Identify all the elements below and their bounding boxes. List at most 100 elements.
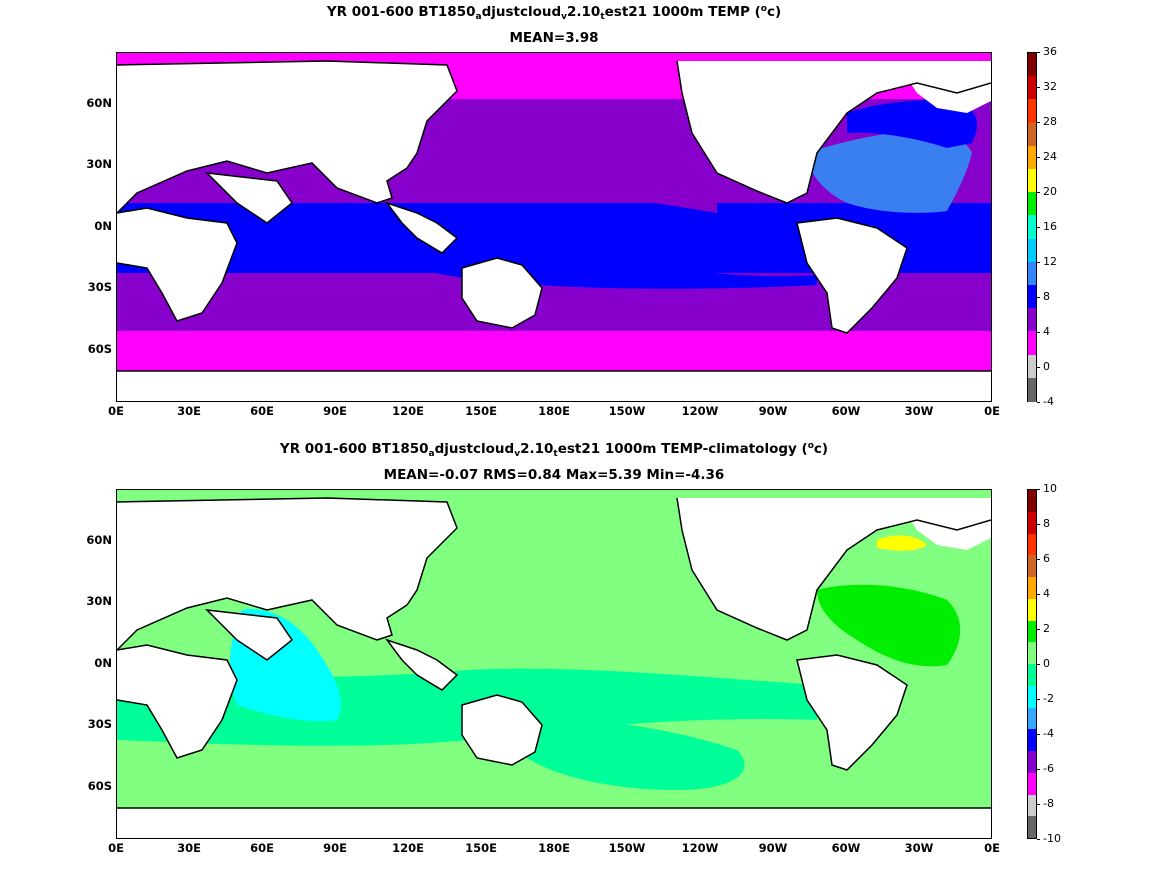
pacific-south-cool bbox=[517, 719, 745, 790]
colorbar-tick bbox=[1037, 804, 1040, 805]
colorbar-segment bbox=[1028, 354, 1036, 379]
land-antarctica bbox=[117, 371, 991, 401]
colorbar-label: 36 bbox=[1043, 45, 1057, 58]
panel1-ytick-60n: 60N bbox=[86, 96, 112, 110]
colorbar-label: 28 bbox=[1043, 115, 1057, 128]
land-arabia-india bbox=[207, 173, 292, 223]
panel1-xtick: 90W bbox=[758, 404, 788, 418]
panel1-xtick: 180E bbox=[538, 404, 570, 418]
land-africa-2 bbox=[117, 645, 237, 758]
colorbar-label: 24 bbox=[1043, 150, 1057, 163]
land-australia bbox=[462, 258, 542, 328]
north-atlantic-warm bbox=[807, 130, 972, 213]
colorbar-tick bbox=[1037, 629, 1040, 630]
colorbar-tick bbox=[1037, 297, 1040, 298]
colorbar-segment bbox=[1028, 816, 1036, 839]
colorbar-segment bbox=[1028, 308, 1036, 333]
coast-arabia-india bbox=[204, 172, 294, 224]
panel1-xtick: 60W bbox=[831, 404, 861, 418]
coastlines-2 bbox=[117, 497, 991, 809]
panel1-xtick: 150W bbox=[608, 404, 646, 418]
colorbar-label: 20 bbox=[1043, 185, 1057, 198]
colorbar-label: -4 bbox=[1043, 727, 1054, 740]
colorbar-tick bbox=[1037, 699, 1040, 700]
colorbar-tick bbox=[1037, 227, 1040, 228]
colorbar-segment bbox=[1028, 772, 1036, 795]
labrador-warm bbox=[877, 535, 927, 551]
colorbar-segment bbox=[1028, 685, 1036, 708]
colorbar-tick bbox=[1037, 559, 1040, 560]
coast-north-america bbox=[676, 60, 991, 204]
land-south-america-2 bbox=[797, 655, 907, 770]
panel2-xtick: 30E bbox=[177, 841, 201, 855]
colorbar-segment bbox=[1028, 331, 1036, 356]
land-europe-asia bbox=[117, 61, 457, 213]
colorbar-label: 8 bbox=[1043, 290, 1050, 303]
colorbar-tick bbox=[1037, 489, 1040, 490]
colorbar-segment bbox=[1028, 707, 1036, 730]
land-se-asia-2 bbox=[387, 640, 457, 690]
colorbar-segment bbox=[1028, 377, 1036, 402]
colorbar-tick bbox=[1037, 524, 1040, 525]
colorbar-segment bbox=[1028, 664, 1036, 686]
colorbar-tick bbox=[1037, 402, 1040, 403]
panel1-title: YR 001-600 BT1850adjustcloudv2.10test21 … bbox=[326, 4, 782, 22]
colorbar-segment bbox=[1028, 577, 1036, 599]
coast-south-america bbox=[796, 217, 908, 334]
colorbar-label: -6 bbox=[1043, 762, 1054, 775]
colorbar-tick bbox=[1037, 52, 1040, 53]
panel2-ytick-30n: 30N bbox=[86, 594, 112, 608]
panel1-colorbar bbox=[1027, 52, 1037, 402]
colorbar-segment bbox=[1028, 76, 1036, 101]
colorbar-segment bbox=[1028, 99, 1036, 124]
colorbar-label: 10 bbox=[1043, 482, 1057, 495]
panel1-xtick: 0E bbox=[108, 404, 124, 418]
panel2-xtick: 150W bbox=[608, 841, 646, 855]
colorbar-label: 0 bbox=[1043, 360, 1050, 373]
colorbar-segment bbox=[1028, 145, 1036, 170]
panel2-ytick-60n: 60N bbox=[86, 533, 112, 547]
panel2-xtick: 120W bbox=[681, 841, 719, 855]
colorbar-segment bbox=[1028, 238, 1036, 263]
colorbar-segment bbox=[1028, 729, 1036, 752]
panel1-ytick-60s: 60S bbox=[87, 342, 112, 356]
colorbar-tick bbox=[1037, 769, 1040, 770]
panel1-ytick-30n: 30N bbox=[86, 157, 112, 171]
labrador-deep-blue bbox=[847, 100, 977, 148]
panel2-xtick: 150E bbox=[465, 841, 497, 855]
colorbar-tick bbox=[1037, 664, 1040, 665]
colorbar-tick bbox=[1037, 594, 1040, 595]
colorbar-segment bbox=[1028, 215, 1036, 240]
colorbar-segment bbox=[1028, 169, 1036, 193]
colorbar-segment bbox=[1028, 794, 1036, 817]
panel2-xtick: 90W bbox=[758, 841, 788, 855]
colorbar-label: 4 bbox=[1043, 587, 1050, 600]
colorbar-tick bbox=[1037, 87, 1040, 88]
panel1-subtitle: MEAN=3.98 bbox=[509, 30, 599, 46]
colorbar-segment bbox=[1028, 261, 1036, 286]
colorbar-tick bbox=[1037, 734, 1040, 735]
coast-se-asia bbox=[384, 201, 459, 254]
coast-africa bbox=[117, 207, 238, 322]
colorbar-segment bbox=[1028, 620, 1036, 643]
panel2-xtick: 180E bbox=[538, 841, 570, 855]
north-pacific-tongue bbox=[417, 155, 717, 213]
land-arabia-india-2 bbox=[207, 610, 292, 660]
panel2-xtick: 0E bbox=[108, 841, 124, 855]
panel2-xtick: 90E bbox=[323, 841, 347, 855]
land-group-2 bbox=[117, 498, 991, 838]
panel2-colorbar bbox=[1027, 489, 1037, 839]
colorbar-label: 16 bbox=[1043, 220, 1057, 233]
coastlines bbox=[117, 60, 991, 372]
panel1-xtick: 90E bbox=[323, 404, 347, 418]
land-north-america bbox=[677, 61, 991, 203]
colorbar-segment bbox=[1028, 555, 1036, 578]
panel1-ytick-0n: 0N bbox=[94, 219, 112, 233]
land-africa bbox=[117, 208, 237, 321]
panel2-subtitle: MEAN=-0.07 RMS=0.84 Max=5.39 Min=-4.36 bbox=[383, 467, 725, 483]
land-greenland-2 bbox=[897, 500, 991, 550]
colorbar-tick bbox=[1037, 122, 1040, 123]
land-europe-asia-2 bbox=[117, 498, 457, 650]
panel2-title: YR 001-600 BT1850adjustcloudv2.10test21 … bbox=[279, 441, 829, 459]
colorbar-label: -4 bbox=[1043, 395, 1054, 408]
